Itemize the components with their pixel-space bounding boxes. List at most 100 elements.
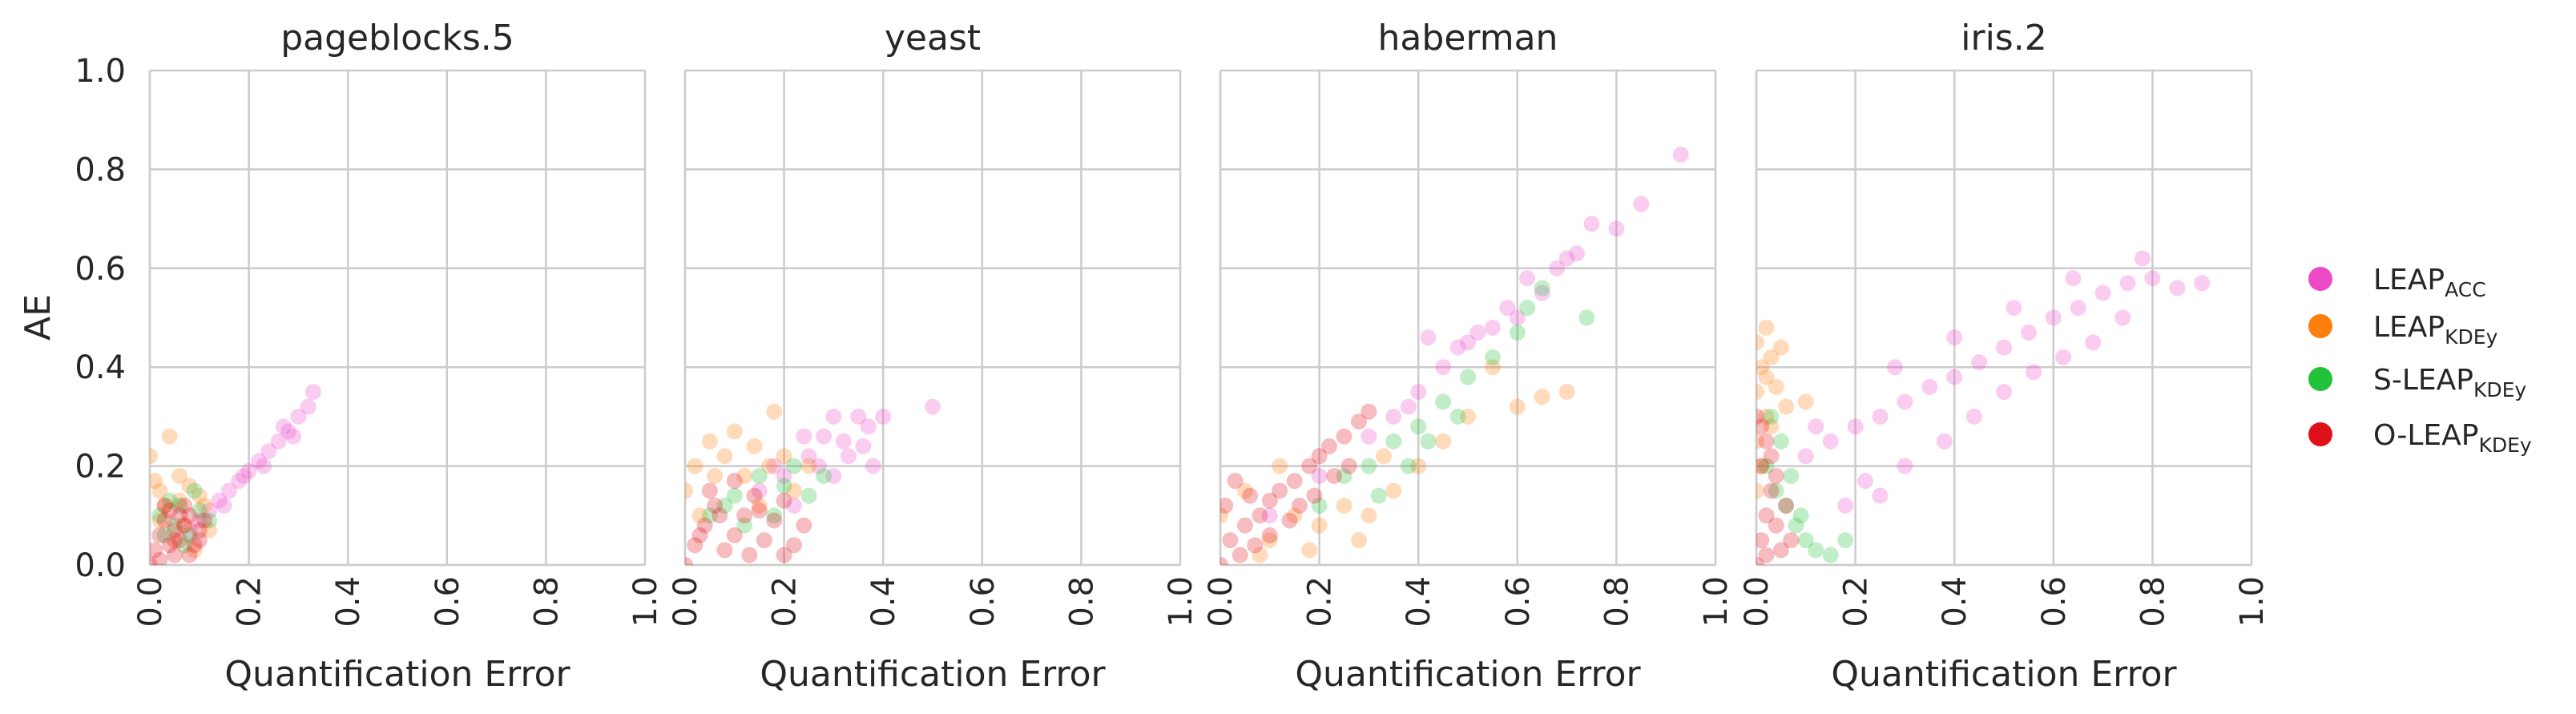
legend-item: O-LEAPKDEy [2308, 419, 2532, 457]
panel-title: yeast [885, 18, 981, 58]
x-tick-label: 0.4 [330, 576, 367, 627]
scatter-point [300, 398, 316, 415]
scatter-point [741, 547, 758, 563]
scatter-point [150, 557, 158, 565]
scatter-point [1936, 433, 1953, 450]
scatter-point [685, 557, 693, 565]
legend-label: S-LEAPKDEy [2373, 364, 2526, 401]
scatter-point [1971, 354, 1988, 371]
scatter-point [1778, 398, 1795, 415]
scatter-point [1336, 497, 1353, 514]
scatter-point [1768, 378, 1784, 395]
scatter-point [810, 458, 827, 474]
legend-label-subscript: KDEy [2473, 378, 2526, 401]
legend-label-subscript: ACC [2445, 278, 2486, 301]
scatter-point [1822, 433, 1839, 450]
scatter-point [1758, 369, 1775, 385]
scatter-point [1808, 542, 1824, 559]
scatter-point [181, 547, 198, 563]
scatter-point [1897, 393, 1913, 410]
legend-marker [2308, 367, 2332, 391]
scatter-point [1460, 334, 1476, 351]
x-tick-label: 0.2 [232, 576, 268, 627]
scatter-point [280, 423, 297, 440]
legend-item: LEAPACC [2308, 264, 2486, 301]
legend-label-base: S-LEAP [2373, 364, 2473, 397]
scatter-point [1509, 309, 1526, 326]
scatter-point [1756, 359, 1770, 376]
scatter-point [816, 467, 832, 484]
x-tick-label: 0.2 [1302, 576, 1339, 627]
scatter-point [726, 487, 743, 504]
scatter-point [1252, 547, 1268, 563]
x-tick-label: 0.2 [767, 576, 804, 627]
legend-label-base: LEAP [2373, 311, 2445, 344]
legend-label-subscript: KDEy [2445, 325, 2497, 349]
scatter-point [171, 497, 188, 514]
scatter-point [191, 532, 208, 549]
scatter-point [1236, 482, 1253, 499]
legend-label-base: LEAP [2373, 264, 2445, 296]
points-group [1220, 146, 1689, 565]
scatter-point [1822, 547, 1839, 563]
scatter-point [1286, 507, 1303, 524]
x-axis-label: Quantification Error [1295, 654, 1641, 695]
scatter-point [776, 492, 792, 509]
scatter-point [766, 403, 783, 420]
scatter-point [1578, 309, 1595, 326]
scatter-point [785, 458, 802, 474]
scatter-point [1247, 537, 1264, 554]
scatter-point [687, 458, 703, 474]
scatter-point [176, 517, 193, 534]
scatter-point [1519, 270, 1536, 287]
scatter-point [751, 497, 768, 514]
legend-item: LEAPKDEy [2308, 311, 2498, 349]
x-tick-label: 0.8 [528, 576, 565, 627]
scatter-point [161, 537, 178, 554]
scatter-point [712, 507, 728, 524]
legend-label: O-LEAPKDEy [2373, 419, 2532, 457]
scatter-point [1756, 557, 1764, 565]
scatter-point [166, 522, 183, 539]
scatter-point [701, 433, 718, 450]
scatter-point [1301, 542, 1318, 559]
scatter-point [1768, 482, 1784, 499]
scatter-point [1756, 384, 1764, 401]
scatter-point [176, 517, 193, 534]
panel-3: iris.2 0.0 0.2 0.4 0.6 0.8 1.0 Quantification E… [1739, 18, 2271, 695]
scatter-point [166, 532, 183, 549]
scatter-point [855, 438, 872, 454]
scatter-point [1499, 300, 1516, 317]
scatter-point [1435, 359, 1452, 376]
scatter-point [1758, 319, 1775, 336]
scatter-point [1872, 408, 1889, 425]
scatter-point [166, 532, 183, 549]
scatter-point [1887, 359, 1904, 376]
scatter-point [1756, 334, 1764, 351]
scatter-point [285, 428, 302, 445]
scatter-point [746, 438, 763, 454]
scatter-point [2135, 250, 2151, 267]
legend-label: LEAPACC [2373, 264, 2486, 301]
scatter-point [176, 537, 193, 554]
scatter-point [1420, 433, 1437, 450]
scatter-point [1783, 532, 1800, 549]
scatter-point [1311, 467, 1328, 484]
scatter-point [151, 507, 168, 524]
x-tick-label: 0.8 [2135, 576, 2171, 627]
scatter-point [1756, 458, 1770, 474]
y-tick-label: 1.0 [75, 53, 126, 90]
scatter-point [1837, 532, 1854, 549]
y-tick-label: 0.6 [75, 251, 126, 288]
scatter-point [150, 473, 163, 490]
scatter-point [1763, 482, 1780, 499]
scatter-point [726, 526, 743, 543]
scatter-point [1758, 458, 1775, 474]
x-tick-label: 1.0 [2234, 576, 2271, 627]
scatter-point [1788, 517, 1804, 534]
scatter-point [236, 467, 252, 484]
scatter-point [1837, 497, 1854, 514]
scatter-point [701, 507, 718, 524]
panel-1: yeast 0.0 0.2 0.4 0.6 0.8 1.0 Quantification Er… [667, 18, 1199, 695]
y-tick-label: 0.0 [75, 547, 126, 584]
